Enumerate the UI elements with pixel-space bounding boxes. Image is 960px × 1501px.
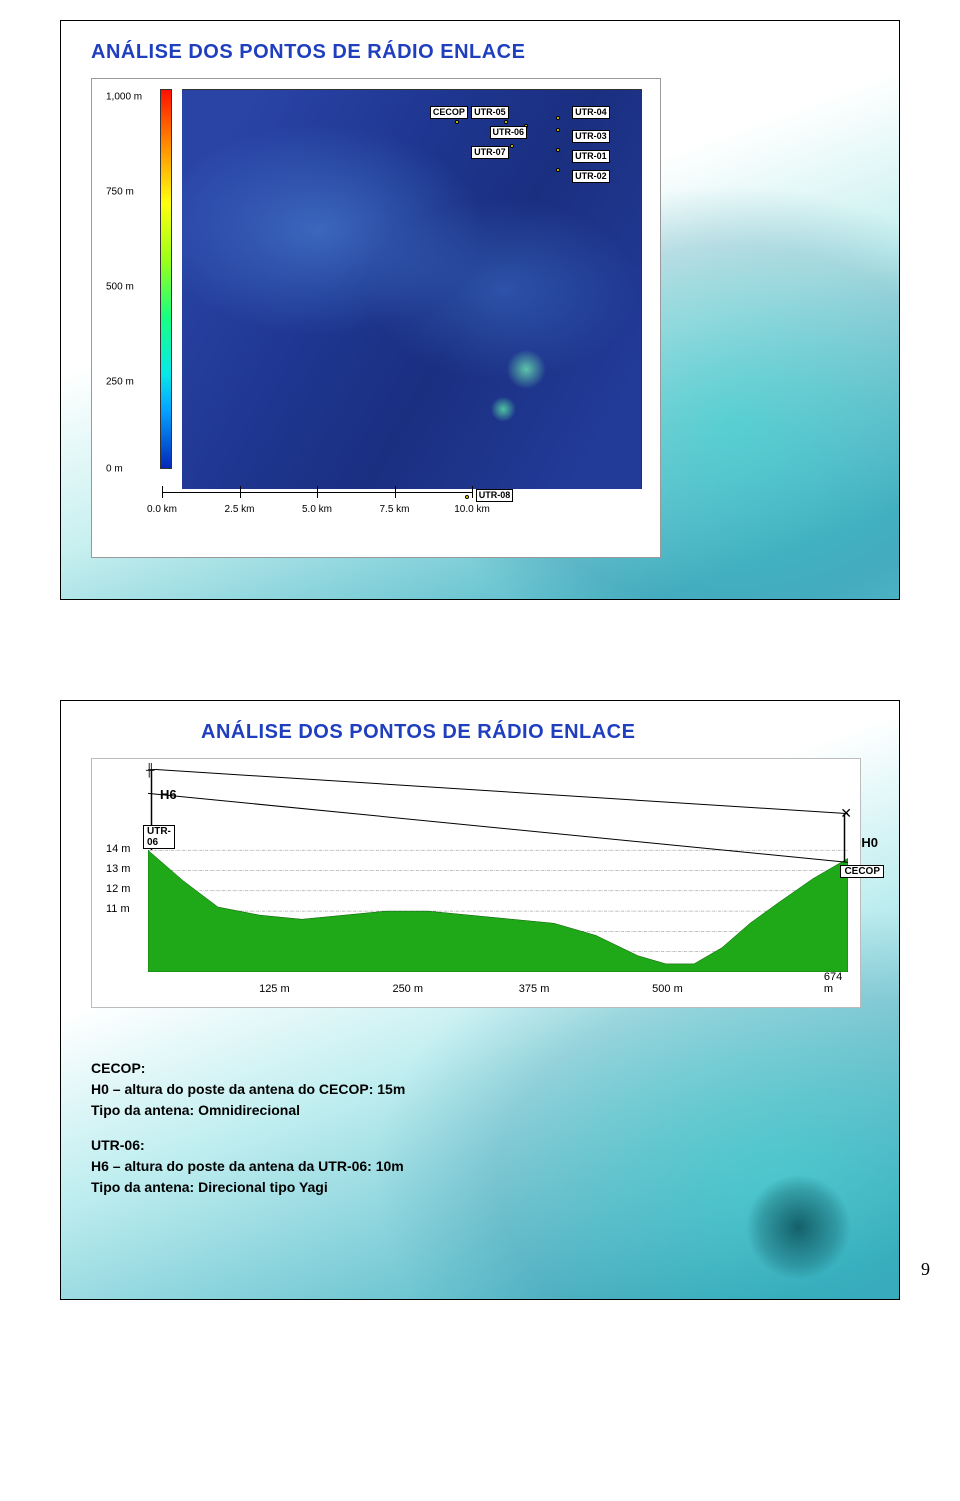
station-dot xyxy=(556,148,560,152)
station-label: UTR-03 xyxy=(572,130,610,143)
profile-y-label: 13 m xyxy=(106,863,130,875)
antenna-h6-label: H6 xyxy=(160,787,177,802)
scalebar-label: 10.0 km xyxy=(454,504,490,515)
slide2-content: ANÁLISE DOS PONTOS DE RÁDIO ENLACE 14 m1… xyxy=(61,701,899,1242)
profile-x-label: 125 m xyxy=(259,983,290,995)
colorbar-tick: 1,000 m xyxy=(106,91,142,102)
elevation-profile-chart: 14 m 13 m 12 m 11 m 125 m 250 m 375 m 500 m 674… xyxy=(91,758,861,1008)
distance-scalebar: 0.0 km2.5 km5.0 km7.5 km10.0 km xyxy=(162,492,472,522)
utr06-l2: Tipo da antena: Direcional tipo Yagi xyxy=(91,1177,869,1198)
slide1-title: ANÁLISE DOS PONTOS DE RÁDIO ENLACE xyxy=(91,41,869,64)
station-dot xyxy=(556,168,560,172)
colorbar-tick: 250 m xyxy=(106,376,134,387)
station-dot xyxy=(455,120,459,124)
utr06-hdr: UTR-06: xyxy=(91,1135,869,1156)
utr06-box: UTR-06 xyxy=(143,825,175,849)
cecop-box: CECOP xyxy=(840,865,884,878)
station-dot xyxy=(510,144,514,148)
page-number: 9 xyxy=(921,1259,930,1280)
scalebar-label: 2.5 km xyxy=(224,504,254,515)
profile-y-label: 11 m xyxy=(106,903,130,915)
utr06-l1: H6 – altura do poste da antena da UTR-06… xyxy=(91,1156,869,1177)
station-label: UTR-07 xyxy=(471,146,509,159)
profile-x-label: 250 m xyxy=(392,983,423,995)
profile-x-label: 500 m xyxy=(652,983,683,995)
profile-svg xyxy=(148,769,848,972)
station-dot xyxy=(504,120,508,124)
station-label: UTR-05 xyxy=(471,106,509,119)
slide1-content: ANÁLISE DOS PONTOS DE RÁDIO ENLACE 1,000… xyxy=(61,21,899,588)
antenna-h0-icon: ✕ xyxy=(840,805,852,822)
profile-x-label: 674 m xyxy=(824,971,848,995)
cecop-group: CECOP: H0 – altura do poste da antena do… xyxy=(91,1058,869,1121)
cecop-hdr: CECOP: xyxy=(91,1058,869,1079)
slide2-title: ANÁLISE DOS PONTOS DE RÁDIO ENLACE xyxy=(201,721,869,744)
station-label: UTR-04 xyxy=(572,106,610,119)
cecop-l1: H0 – altura do poste da antena do CECOP:… xyxy=(91,1079,869,1100)
station-dot xyxy=(556,116,560,120)
scalebar-label: 7.5 km xyxy=(379,504,409,515)
colorbar-tick: 500 m xyxy=(106,281,134,292)
station-label: CECOP xyxy=(430,106,468,119)
station-label: UTR-02 xyxy=(572,170,610,183)
colorbar-tick: 0 m xyxy=(106,464,123,475)
profile-x-label: 375 m xyxy=(519,983,550,995)
profile-y-label: 12 m xyxy=(106,883,130,895)
elevation-colorbar xyxy=(160,89,172,469)
scalebar-label: 0.0 km xyxy=(147,504,177,515)
terrain-map: CECOPUTR-05 UTR-06 UTR-07 UTR-04 UTR-03 UTR-0… xyxy=(182,89,642,489)
colorbar-tick: 750 m xyxy=(106,186,134,197)
antenna-h6-icon: ╫ xyxy=(146,763,155,777)
station-label: UTR-08 xyxy=(476,489,514,502)
info-text: CECOP: H0 – altura do poste da antena do… xyxy=(91,1058,869,1198)
terrain-map-chart: 1,000 m 750 m 500 m 250 m 0 m CECOPUTR-05 UTR… xyxy=(91,78,661,558)
station-label: UTR-06 xyxy=(490,126,528,139)
slide-radio-map: ANÁLISE DOS PONTOS DE RÁDIO ENLACE 1,000… xyxy=(60,20,900,600)
slide-radio-profile: ANÁLISE DOS PONTOS DE RÁDIO ENLACE 14 m1… xyxy=(60,700,900,1300)
utr06-group: UTR-06: H6 – altura do poste da antena d… xyxy=(91,1135,869,1198)
scalebar-label: 5.0 km xyxy=(302,504,332,515)
station-dot xyxy=(556,128,560,132)
station-label: UTR-01 xyxy=(572,150,610,163)
profile-y-label: 14 m xyxy=(106,843,130,855)
antenna-h0-label: H0 xyxy=(861,835,878,850)
cecop-l2: Tipo da antena: Omnidirecional xyxy=(91,1100,869,1121)
